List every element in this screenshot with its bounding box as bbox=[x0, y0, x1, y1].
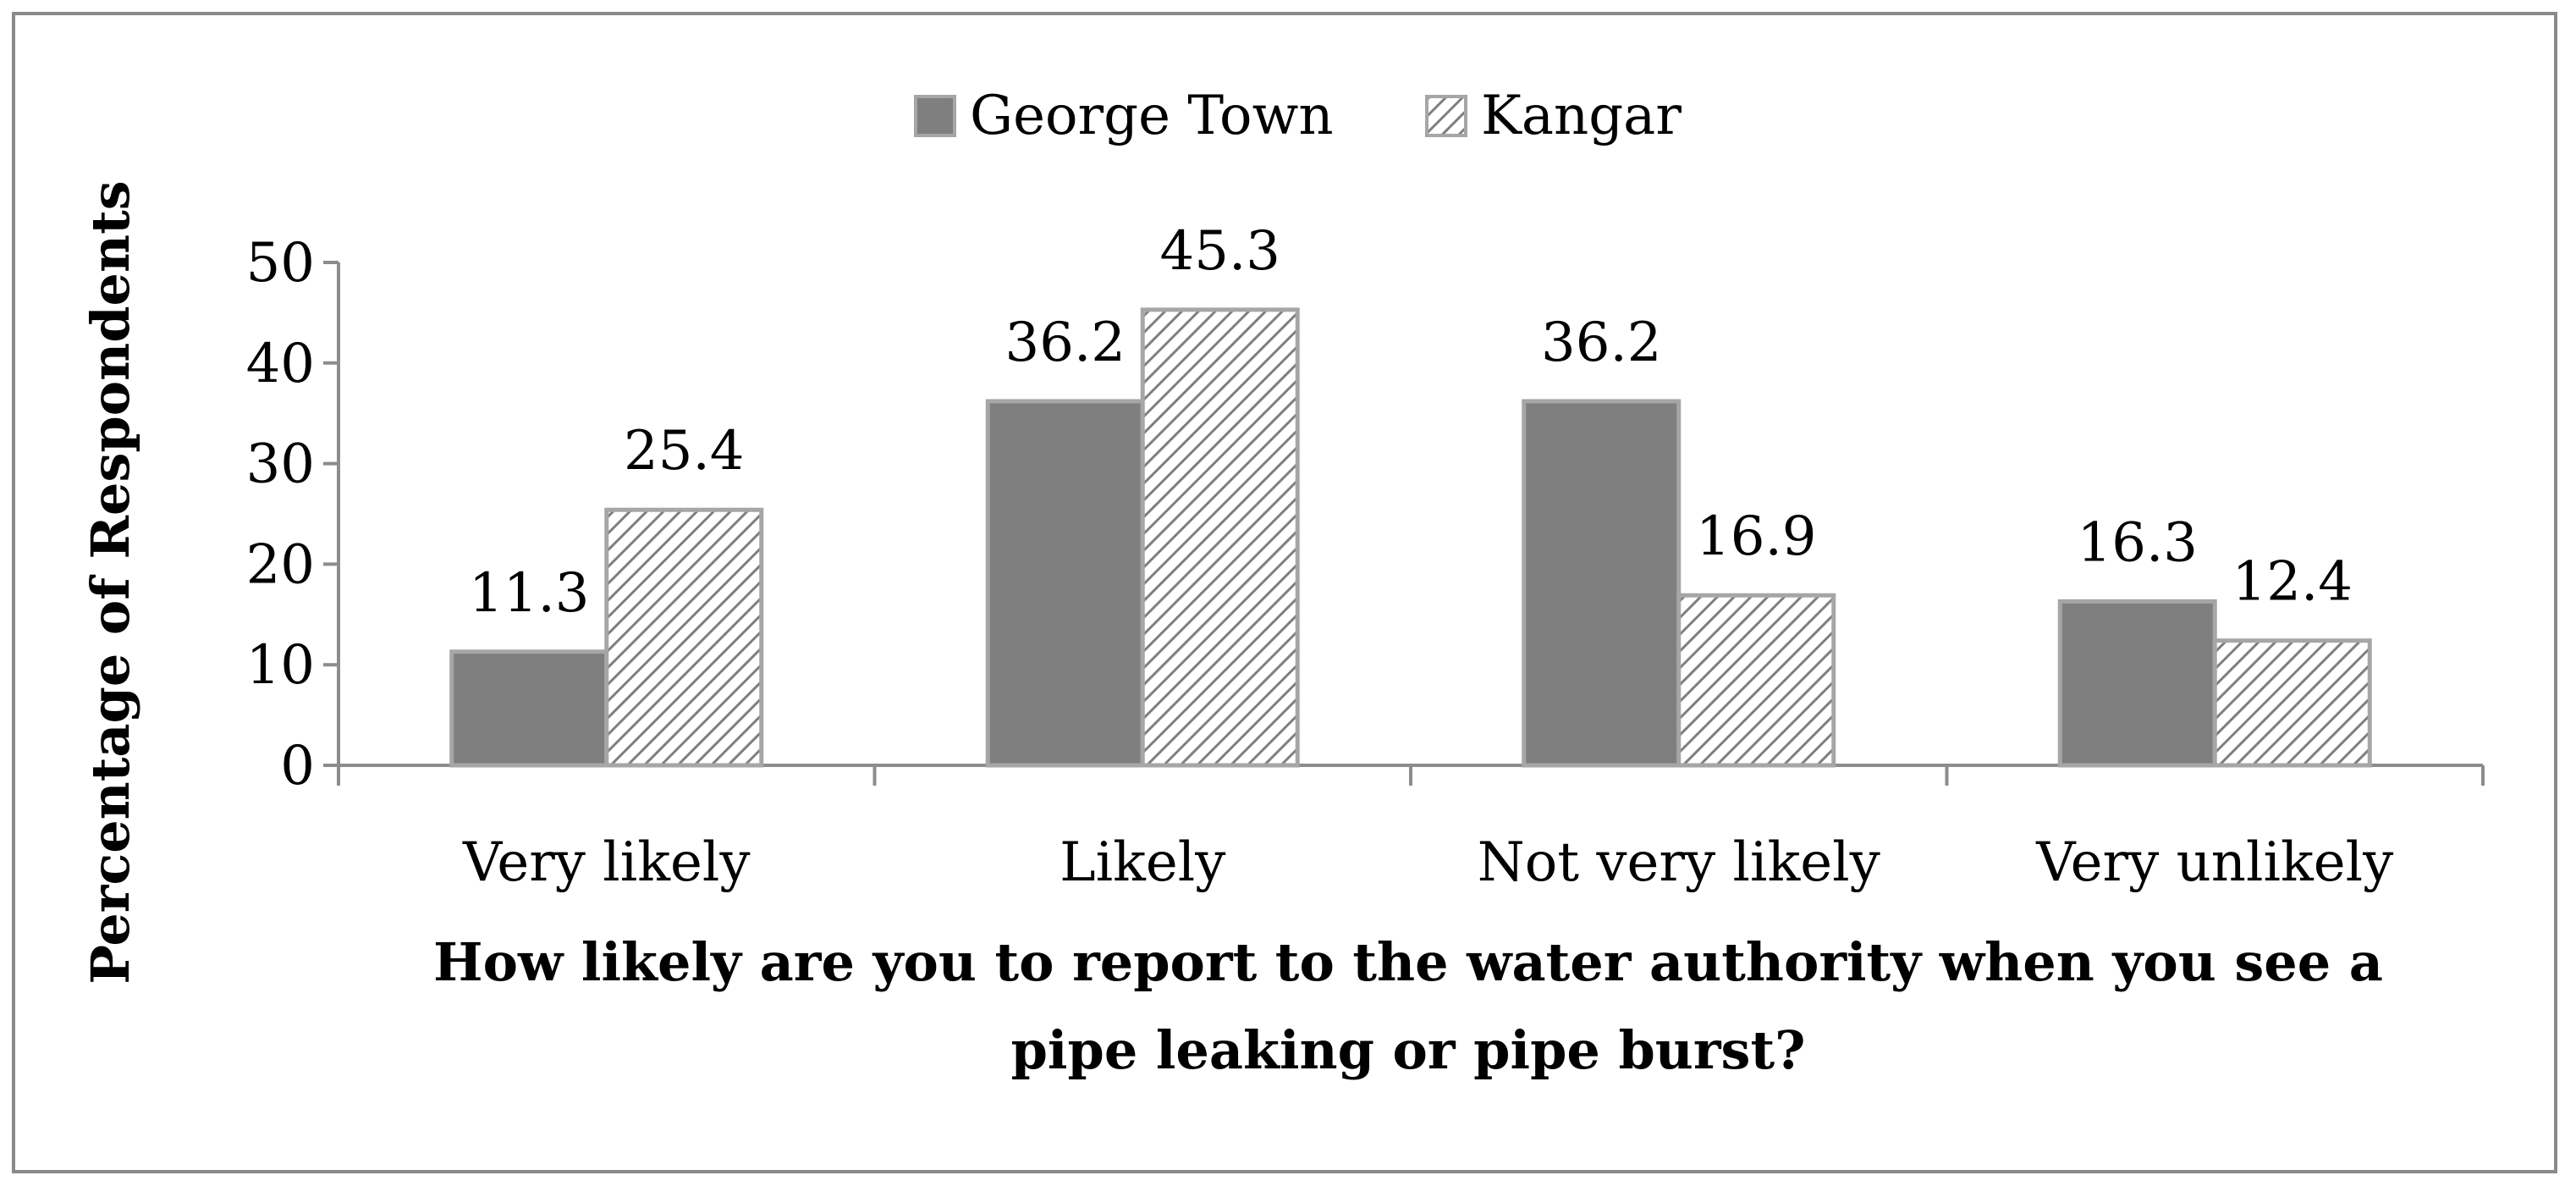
legend-label-george-town: George Town bbox=[970, 85, 1334, 147]
y-axis-title: Percentage of Respondents bbox=[80, 180, 141, 984]
y-tick-label: 30 bbox=[246, 433, 315, 496]
y-tick-label: 0 bbox=[280, 735, 315, 797]
x-tick-label: Very likely bbox=[462, 831, 751, 894]
bar-george-town-very-unlikely bbox=[2057, 599, 2217, 768]
x-tick-label: Not very likely bbox=[1478, 831, 1880, 894]
y-tick-label: 20 bbox=[246, 533, 315, 596]
legend-swatch-george-town bbox=[914, 95, 956, 137]
x-axis-title-line-1: How likely are you to report to the wate… bbox=[433, 931, 2383, 993]
bar-george-town-very-likely bbox=[449, 649, 609, 768]
bar-kangar-very-likely bbox=[604, 507, 764, 768]
bar-kangar-very-unlikely bbox=[2212, 638, 2372, 768]
y-tick-label: 10 bbox=[246, 634, 315, 697]
legend-swatch-kangar bbox=[1425, 95, 1467, 137]
bar-george-town-likely bbox=[985, 399, 1145, 768]
bar-kangar-likely bbox=[1140, 307, 1300, 768]
x-tick-label: Likely bbox=[1060, 831, 1225, 894]
y-tick-label: 50 bbox=[246, 232, 315, 295]
data-label: 25.4 bbox=[624, 420, 745, 483]
data-label: 45.3 bbox=[1160, 220, 1281, 283]
x-tick-label: Very unlikely bbox=[2035, 831, 2393, 894]
data-label: 11.3 bbox=[469, 562, 590, 625]
y-tick-label: 40 bbox=[246, 333, 315, 395]
legend: George Town Kangar bbox=[914, 85, 1682, 147]
x-axis-title-line-2: pipe leaking or pipe burst? bbox=[1011, 1019, 1806, 1081]
data-label: 16.3 bbox=[2078, 511, 2199, 574]
data-label: 12.4 bbox=[2232, 551, 2353, 614]
legend-label-kangar: Kangar bbox=[1481, 85, 1682, 147]
bar-kangar-not-very-likely bbox=[1676, 593, 1836, 768]
data-label: 36.2 bbox=[1541, 312, 1662, 374]
plot-area: 0 10 20 30 40 50 11.3 25.4 Very likely 36.2 45.3 Li… bbox=[246, 220, 2485, 894]
bar-george-town-not-very-likely bbox=[1522, 399, 1682, 768]
data-label: 36.2 bbox=[1005, 312, 1126, 374]
data-label: 16.9 bbox=[1696, 505, 1817, 568]
